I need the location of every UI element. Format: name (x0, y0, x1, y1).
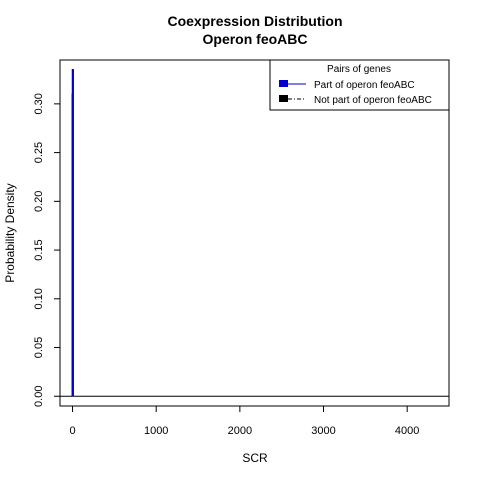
legend-label-part: Part of operon feoABC (314, 80, 415, 91)
y-tick-label: 0.10 (33, 288, 45, 309)
chart-title-line1: Coexpression Distribution (167, 13, 342, 29)
x-axis-label: SCR (242, 451, 268, 465)
y-axis-label: Probability Density (3, 183, 17, 282)
y-tick-label: 0.30 (33, 93, 45, 114)
x-tick-label: 1000 (144, 425, 168, 437)
y-tick-label: 0.25 (33, 142, 45, 163)
y-axis: 0.00 0.05 0.10 0.15 0.20 0.25 0.30 (33, 93, 61, 407)
x-tick-label: 3000 (311, 425, 335, 437)
x-tick-label: 0 (69, 425, 75, 437)
legend-box (269, 59, 450, 111)
y-tick-label: 0.00 (33, 386, 45, 407)
series-line-part (71, 68, 74, 397)
legend-swatch-notpart (279, 95, 288, 102)
y-tick-label: 0.20 (33, 191, 45, 212)
legend: Pairs of genes Part of operon feoABC Not… (269, 59, 450, 111)
chart-title-line2: Operon feoABC (203, 31, 308, 47)
series-layer (60, 68, 449, 397)
legend-swatch-part (279, 80, 288, 87)
y-tick-label: 0.15 (33, 239, 45, 260)
y-tick-label: 0.05 (33, 337, 45, 358)
x-axis: 0 1000 2000 3000 4000 (69, 405, 419, 437)
legend-label-notpart: Not part of operon feoABC (314, 95, 432, 106)
legend-title: Pairs of genes (327, 64, 391, 75)
x-tick-label: 4000 (395, 425, 419, 437)
x-tick-label: 2000 (228, 425, 252, 437)
